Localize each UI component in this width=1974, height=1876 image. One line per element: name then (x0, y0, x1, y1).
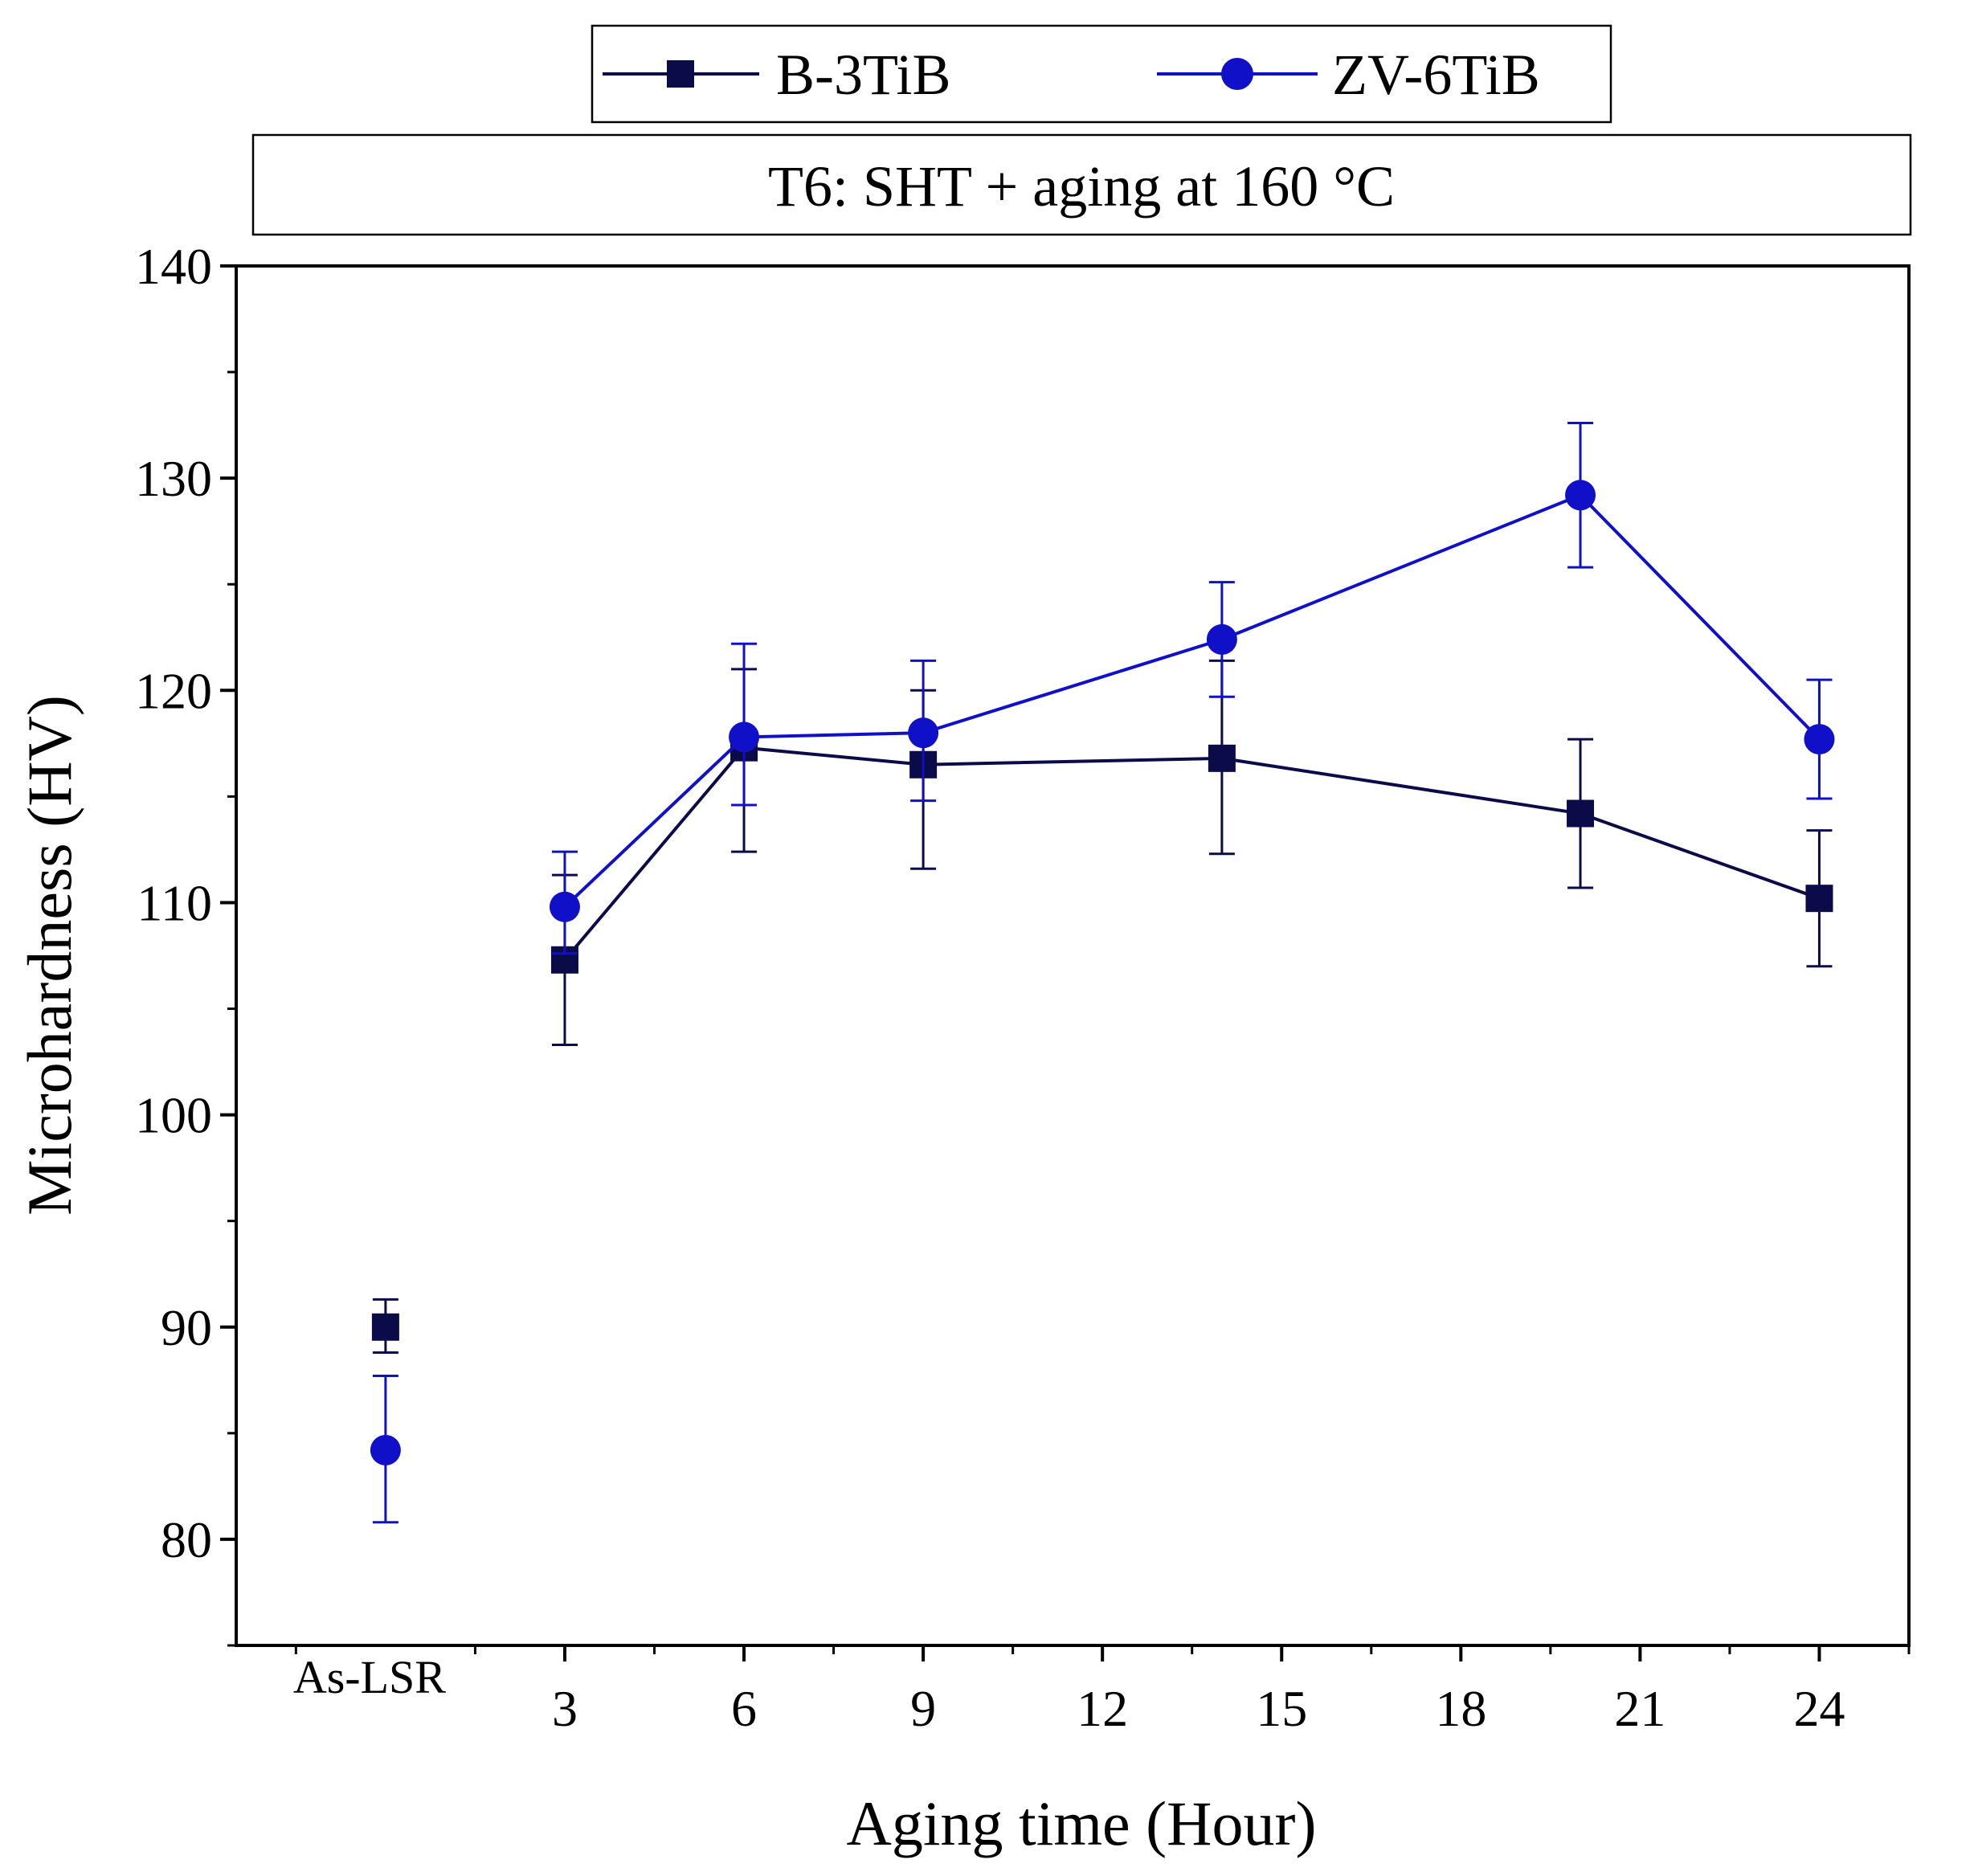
data-point (1805, 885, 1833, 913)
data-point (908, 717, 939, 749)
series-zv-6tib (370, 421, 1835, 1524)
y-tick-label: 140 (135, 238, 212, 295)
legend-frame (591, 24, 1612, 124)
x-category-label: As-LSR (293, 1651, 446, 1703)
y-tick-label: 120 (135, 662, 212, 719)
x-tick-label: 12 (1077, 1680, 1128, 1737)
y-tick-label: 110 (137, 874, 212, 931)
legend-marker-zv6tib (1221, 58, 1253, 90)
legend-label-zv6tib: ZV-6TiB (1332, 43, 1540, 107)
data-point (1208, 744, 1236, 772)
x-axis-title: Aging time (Hour) (847, 1788, 1317, 1858)
legend-marker-b3tib (667, 60, 694, 88)
plot-frame (235, 264, 1911, 1647)
x-tick-label: 3 (552, 1680, 578, 1737)
series-b-3tib (371, 659, 1833, 1354)
x-tick-label: 21 (1614, 1680, 1665, 1737)
y-tick-label: 80 (161, 1511, 212, 1568)
x-tick-label: 15 (1256, 1680, 1307, 1737)
data-point (1804, 724, 1835, 755)
y-tick-label: 130 (135, 450, 212, 507)
y-axis-title: Microhardness (HV) (14, 695, 84, 1216)
series-line (563, 746, 1821, 962)
axes: 80 90 100 110 120 130 140 3 6 9 12 15 18 21 24 As-LSR (135, 238, 1911, 1737)
y-tick-label: 90 (161, 1299, 212, 1356)
subtitle-frame (251, 133, 1912, 236)
x-tick-label: 18 (1435, 1680, 1486, 1737)
x-tick-label: 9 (910, 1680, 936, 1737)
data-point (1565, 480, 1596, 511)
legend-label-b3tib: B-3TiB (776, 43, 950, 107)
data-point (371, 1313, 399, 1341)
legend: B-3TiB ZV-6TiB (591, 24, 1612, 124)
x-tick-label: 24 (1793, 1680, 1845, 1737)
series-line (563, 493, 1821, 909)
data-point (729, 721, 760, 753)
data-point (370, 1434, 401, 1465)
data-point (1567, 799, 1595, 828)
chart-subtitle: T6: SHT + aging at 160 °C (768, 154, 1395, 219)
y-tick-label: 100 (135, 1087, 212, 1144)
data-point (1206, 623, 1237, 655)
x-tick-label: 6 (731, 1680, 757, 1737)
data-point (549, 891, 580, 922)
series-layer (370, 421, 1835, 1524)
